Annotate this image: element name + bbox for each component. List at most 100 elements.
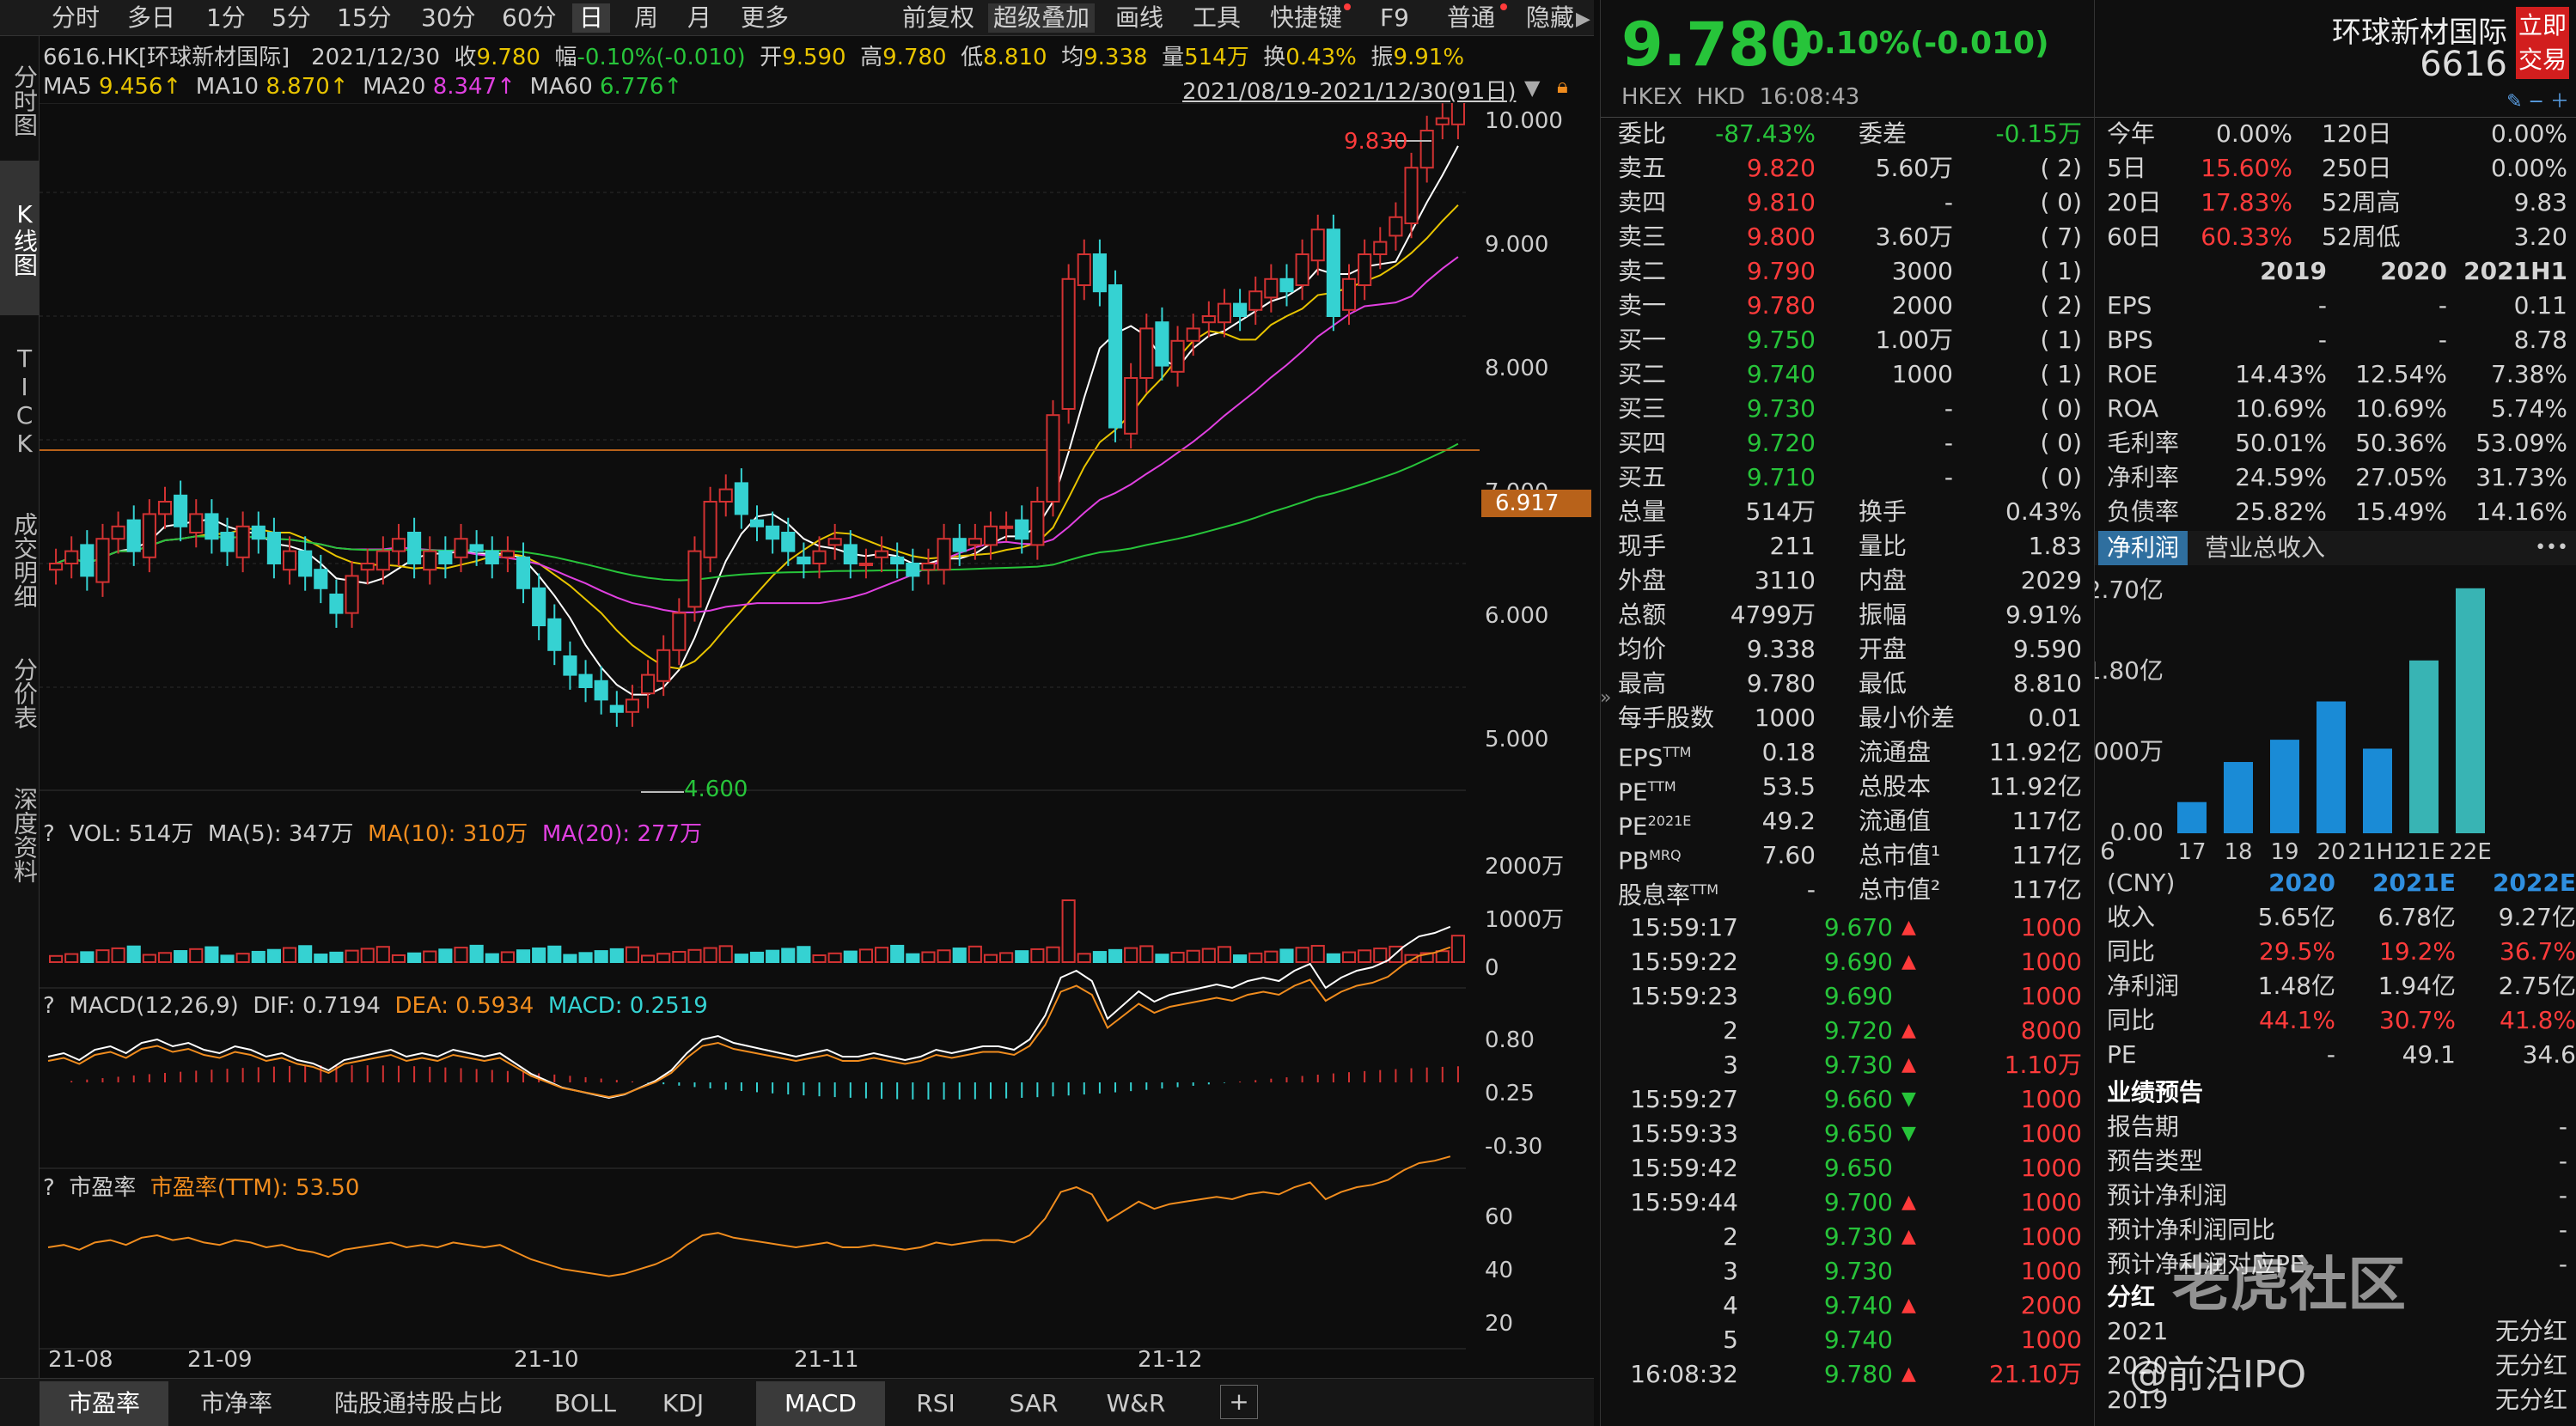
forecast-value: 1.94亿 [2378, 972, 2456, 1000]
volume-bar [1201, 948, 1216, 964]
nav-tick[interactable]: TICK [10, 344, 39, 458]
stat-value: 3110 [1754, 566, 1816, 594]
nav-kline-chart[interactable]: K线图 [0, 161, 40, 315]
overlay-button[interactable]: 超级叠加 [988, 3, 1096, 33]
forecast-year: 2021E [2372, 868, 2456, 897]
fin-value: 7.38% [2491, 360, 2567, 388]
fin-label: BPS [2107, 326, 2153, 354]
ma5-value: 9.456↑ [99, 74, 182, 100]
tab-intraday[interactable]: 分时 [52, 3, 101, 32]
nav-intraday-chart[interactable]: 分时图 [10, 64, 39, 137]
tab-30min[interactable]: 30分 [421, 3, 476, 32]
add-indicator-button[interactable]: + [1220, 1385, 1258, 1419]
tab-rsi[interactable]: RSI [916, 1389, 955, 1417]
candle [749, 519, 765, 527]
forward-adjust-button[interactable]: 前复权 [902, 3, 975, 32]
help-icon[interactable]: ? [43, 1175, 55, 1201]
more-icon[interactable]: ••• [2535, 537, 2568, 558]
tab-1min[interactable]: 1分 [206, 3, 246, 32]
tab-revenue[interactable]: 营业总收入 [2205, 533, 2326, 562]
dividend-year: 2021 [2107, 1317, 2169, 1345]
price-tick: 5.000 [1485, 727, 1549, 753]
chart-area [40, 103, 1480, 1350]
chevron-right-icon[interactable]: ▶ [1576, 9, 1590, 30]
axis-side-label: 6 [2100, 837, 2115, 865]
nav-price-dist[interactable]: 分价表 [10, 657, 39, 729]
candle [937, 538, 951, 571]
candle [718, 488, 733, 503]
candle [1450, 103, 1466, 125]
tab-daily[interactable]: 日 [572, 3, 611, 33]
trade-now-button[interactable]: 立即交易 [2516, 7, 2569, 79]
x-tick-label: 21H1 [2347, 839, 2407, 865]
volume-bar [516, 949, 531, 964]
candle [1124, 377, 1138, 435]
lock-icon[interactable]: 🔒︎ [1557, 74, 1568, 98]
tab-net-profit[interactable]: 净利润 [2098, 531, 2188, 565]
collapse-arrow-icon[interactable]: » [1600, 687, 1612, 709]
candle [391, 538, 406, 552]
range-dropdown-icon[interactable]: ▼ [1524, 76, 1541, 100]
tab-more[interactable]: 更多 [741, 3, 790, 32]
plus-icon[interactable]: ＋ [2549, 91, 2569, 113]
stat-value: 7.60 [1761, 841, 1816, 869]
tab-monthly[interactable]: 月 [687, 3, 712, 32]
tab-pe[interactable]: 市盈率 [40, 1381, 168, 1426]
f9-button[interactable]: F9 [1380, 3, 1409, 32]
nav-deep-data[interactable]: 深度资料 [10, 787, 39, 883]
help-icon[interactable]: ? [43, 993, 55, 1019]
pe-label: 市盈率 [69, 1175, 137, 1201]
candle [532, 587, 546, 626]
tab-sar[interactable]: SAR [1009, 1389, 1059, 1417]
nav-trade-detail[interactable]: 成交明细 [10, 512, 39, 608]
fin-value: 50.01% [2235, 429, 2327, 457]
arrow-up-icon: ▲ [1901, 917, 1916, 938]
date-range[interactable]: 2021/08/19-2021/12/30(91日) [1182, 79, 1517, 105]
tab-wr[interactable]: W&R [1106, 1389, 1166, 1417]
volume-bar [594, 950, 608, 963]
tab-boll[interactable]: BOLL [554, 1389, 616, 1417]
tab-weekly[interactable]: 周 [634, 3, 659, 32]
draw-button[interactable]: 画线 [1115, 3, 1164, 32]
volume-bar [952, 948, 967, 963]
tools-button[interactable]: 工具 [1193, 3, 1242, 32]
forecast-value: 44.1% [2259, 1006, 2335, 1034]
candle [204, 513, 219, 540]
arrow-up-icon: ▲ [1901, 1363, 1916, 1385]
candle [812, 550, 827, 564]
hide-button[interactable]: 隐藏 [1526, 3, 1575, 32]
watermark-brand: 老虎社区 [2172, 1252, 2407, 1319]
candle [1077, 253, 1091, 286]
stat-label: 总额 [1618, 600, 1667, 629]
normal-button[interactable]: 普通 [1447, 3, 1496, 32]
volume-legend: ? VOL: 514万 MA(5): 347万 MA(10): 310万 MA(… [43, 816, 702, 848]
candle [407, 532, 422, 564]
forecast-value: 9.27亿 [2498, 903, 2576, 931]
volume-bar [1124, 947, 1138, 963]
tab-60min[interactable]: 60分 [502, 3, 557, 32]
tab-15min[interactable]: 15分 [337, 3, 392, 32]
candle [235, 525, 250, 558]
help-icon[interactable]: ? [43, 821, 55, 847]
tab-multiday[interactable]: 多日 [127, 3, 176, 32]
candle [126, 519, 141, 552]
tick-price: 9.780 [1823, 1360, 1893, 1388]
tab-kdj[interactable]: KDJ [662, 1389, 705, 1417]
shortcut-button[interactable]: 快捷键 [1270, 3, 1343, 32]
tab-5min[interactable]: 5分 [272, 3, 311, 32]
tab-northbound[interactable]: 陆股通持股占比 [333, 1389, 503, 1417]
edit-icon[interactable]: ✎ [2506, 91, 2523, 113]
stock-code: 6616.HK[环球新材国际] [43, 45, 290, 70]
perf-label: 52周高 [2322, 188, 2401, 216]
tab-pb[interactable]: 市净率 [199, 1389, 272, 1417]
tab-macd[interactable]: MACD [756, 1381, 885, 1426]
ma-legend: MA5 9.456↑ MA10 8.870↑ MA20 8.347↑ MA60 … [43, 74, 682, 100]
tick-price: 9.730 [1823, 1257, 1893, 1285]
minus-icon[interactable]: − [2528, 91, 2544, 113]
tick-price: 9.730 [1823, 1222, 1893, 1251]
stat-label: 现手 [1618, 532, 1667, 560]
volume-bar [329, 951, 344, 964]
volume-bar [1358, 949, 1372, 964]
ob-value: -87.43% [1715, 119, 1816, 148]
tick-price: 9.670 [1823, 913, 1893, 942]
